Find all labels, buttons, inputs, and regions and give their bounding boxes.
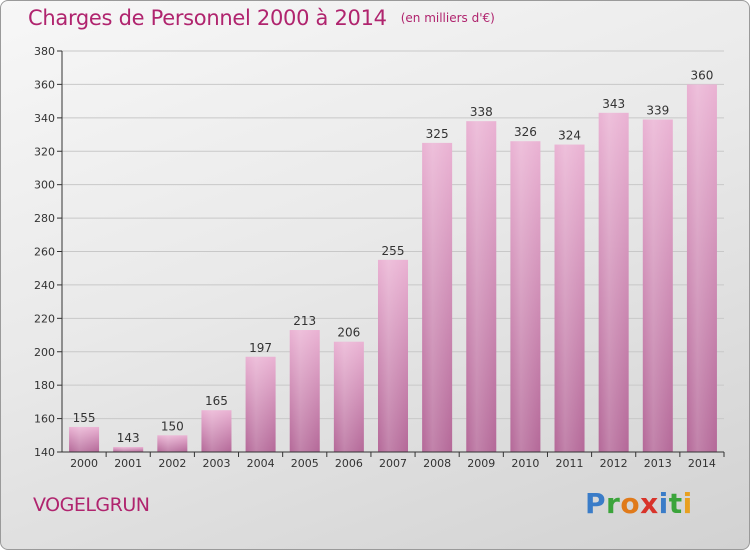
x-tick-label: 2009	[467, 457, 495, 470]
bar-highlight	[642, 119, 673, 453]
data-labels: 155 143 150 165 197 213 206 255 325 338 326 324 343 3…	[73, 68, 714, 445]
y-tick-label: 340	[34, 112, 55, 125]
x-tick-label: 2005	[291, 457, 319, 470]
x-tick-label: 2011	[556, 457, 584, 470]
bar-highlight	[245, 356, 276, 452]
y-tick-label: 280	[34, 212, 55, 225]
bar-highlight	[289, 330, 320, 452]
x-tick-label: 2006	[335, 457, 363, 470]
data-label: 213	[293, 314, 316, 328]
data-label: 338	[470, 105, 493, 119]
bar-highlight	[377, 259, 409, 452]
y-tick-label: 320	[34, 145, 55, 158]
x-tick-label: 2001	[114, 457, 142, 470]
bar-highlight	[69, 426, 100, 452]
x-tick-label: 2003	[202, 457, 230, 470]
chart-units: (en milliers d'€)	[400, 11, 495, 25]
x-tick-label: 2002	[158, 457, 186, 470]
y-tick-label: 380	[34, 45, 55, 58]
data-label: 255	[382, 244, 405, 258]
data-label: 165	[205, 394, 228, 408]
bar-highlight	[113, 446, 144, 452]
y-tick-label: 360	[34, 78, 55, 91]
y-axis-ticks: 140 160 180 200 220 240 260 280 300 320 340 360 380	[34, 45, 62, 459]
bar-highlight	[554, 144, 585, 453]
bar-highlight	[466, 121, 497, 453]
data-label: 325	[426, 127, 449, 141]
y-tick-label: 260	[34, 246, 55, 259]
y-tick-label: 300	[34, 179, 55, 192]
x-tick-label: 2007	[379, 457, 407, 470]
bar-highlight	[157, 435, 188, 452]
y-tick-label: 220	[34, 312, 55, 325]
data-label: 360	[690, 68, 713, 82]
y-tick-label: 160	[34, 413, 55, 426]
bar-highlight	[422, 142, 453, 453]
bar-highlight	[510, 141, 541, 452]
x-tick-label: 2000	[70, 457, 98, 470]
data-label: 343	[602, 97, 625, 111]
x-tick-label: 2014	[688, 457, 716, 470]
y-tick-label: 180	[34, 379, 55, 392]
x-tick-label: 2004	[247, 457, 275, 470]
x-axis-ticks: 2000 2001 2002 2003 2004 2005 2006 2007 2008 2009…	[70, 452, 725, 470]
data-label: 143	[117, 431, 140, 445]
bar-highlight	[201, 410, 232, 452]
bars	[69, 84, 717, 453]
y-tick-label: 140	[34, 446, 55, 459]
data-label: 150	[161, 419, 184, 433]
data-label: 324	[558, 129, 581, 143]
proxiti-logo[interactable]: Proxiti	[585, 487, 693, 520]
chart-title: Charges de Personnel 2000 à 2014	[28, 6, 387, 30]
x-tick-label: 2008	[423, 457, 451, 470]
town-name: VOGELGRUN	[33, 494, 150, 516]
x-tick-label: 2013	[644, 457, 672, 470]
bar-highlight	[598, 112, 629, 452]
x-tick-label: 2010	[511, 457, 539, 470]
y-tick-label: 200	[34, 346, 55, 359]
data-label: 206	[337, 326, 360, 340]
data-label: 155	[73, 411, 96, 425]
bar-highlight	[333, 341, 364, 452]
data-label: 197	[249, 341, 272, 355]
data-label: 339	[646, 104, 669, 118]
bar-highlight	[686, 84, 717, 453]
title-row: Charges de Personnel 2000 à 2014 (en mill…	[28, 6, 495, 30]
x-tick-label: 2012	[600, 457, 628, 470]
data-label: 326	[514, 125, 537, 139]
y-tick-label: 240	[34, 279, 55, 292]
